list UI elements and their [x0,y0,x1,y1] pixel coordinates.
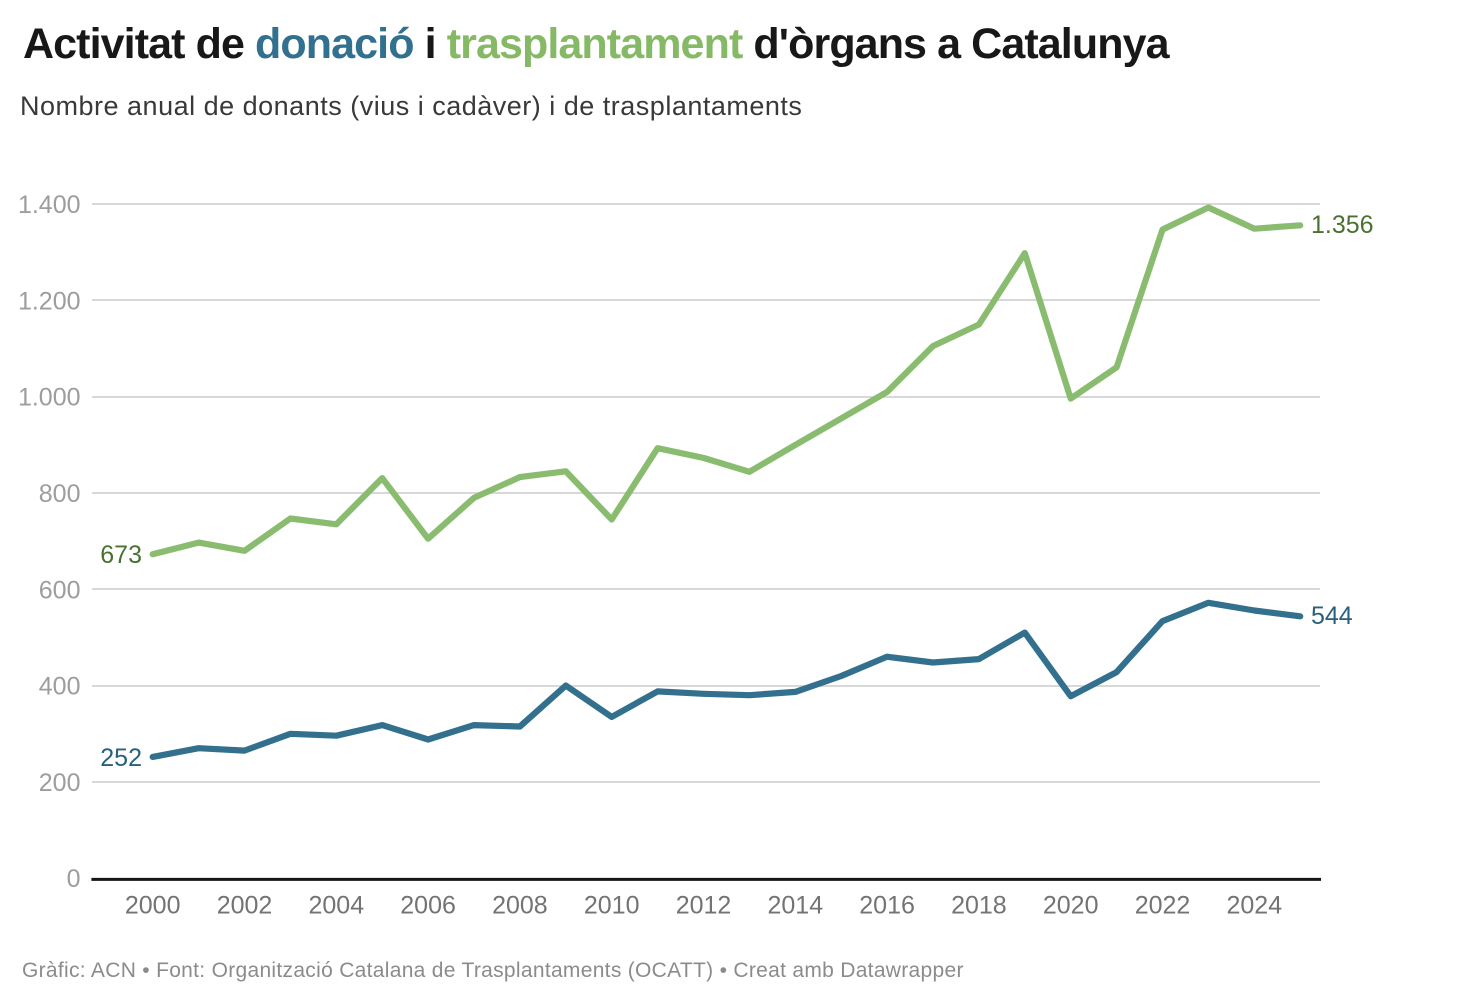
svg-text:2024: 2024 [1226,891,1282,919]
svg-text:2012: 2012 [676,891,732,919]
svg-text:2000: 2000 [125,891,181,919]
svg-text:2010: 2010 [584,891,640,919]
svg-text:600: 600 [39,576,81,604]
svg-text:1.400: 1.400 [18,191,81,219]
svg-text:2018: 2018 [951,891,1007,919]
svg-text:544: 544 [1311,602,1353,630]
svg-text:2008: 2008 [492,891,548,919]
svg-text:800: 800 [39,480,81,508]
svg-text:200: 200 [39,769,81,797]
svg-text:2006: 2006 [400,891,456,919]
svg-text:0: 0 [67,865,81,893]
svg-text:673: 673 [100,541,142,569]
svg-text:2020: 2020 [1043,891,1099,919]
svg-text:1.000: 1.000 [18,384,81,412]
svg-text:2022: 2022 [1135,891,1191,919]
svg-text:400: 400 [39,673,81,701]
svg-text:2016: 2016 [859,891,915,919]
svg-text:2014: 2014 [767,891,823,919]
svg-text:1.356: 1.356 [1311,211,1374,239]
svg-text:2002: 2002 [217,891,273,919]
svg-text:252: 252 [100,744,142,772]
svg-text:1.200: 1.200 [18,287,81,315]
svg-text:2004: 2004 [308,891,364,919]
